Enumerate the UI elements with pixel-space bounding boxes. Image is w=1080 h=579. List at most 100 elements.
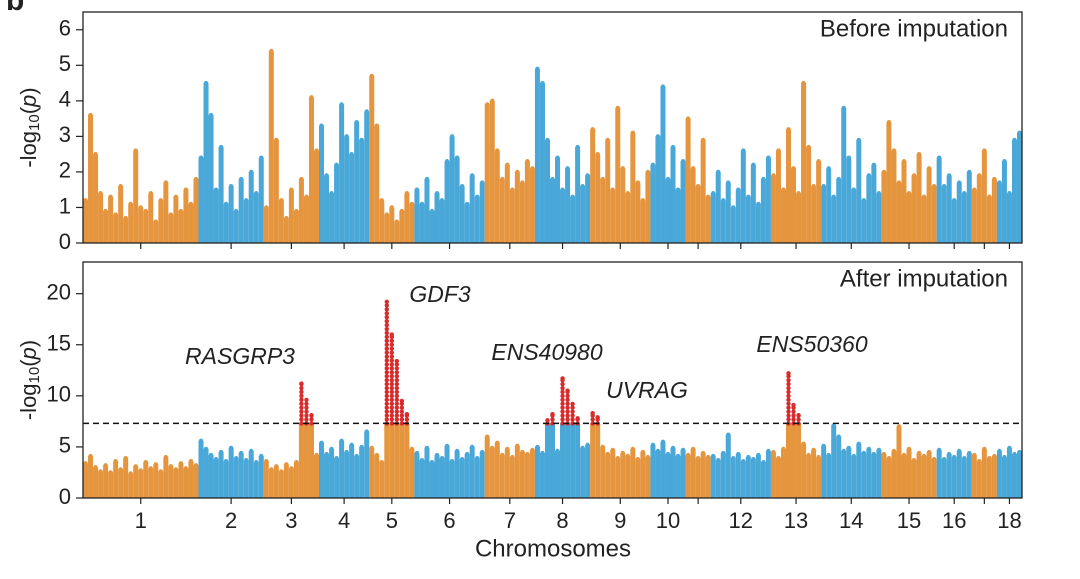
point-dot xyxy=(123,215,128,221)
point xyxy=(846,445,852,498)
point xyxy=(359,137,365,243)
point xyxy=(213,187,219,243)
point xyxy=(374,123,380,243)
point-dot xyxy=(635,180,641,185)
point xyxy=(424,445,430,498)
point xyxy=(660,439,666,498)
point-dot xyxy=(876,191,882,196)
point xyxy=(544,137,550,243)
point-dot xyxy=(324,451,329,457)
point-stem xyxy=(263,461,269,498)
point xyxy=(479,180,485,243)
point xyxy=(153,462,159,498)
y-axis-label: -log10(p) xyxy=(16,340,43,420)
point-stem xyxy=(268,469,274,498)
point-dot xyxy=(670,144,676,150)
point xyxy=(1006,191,1012,243)
y-axis-label-part: p xyxy=(16,95,41,108)
point-stem xyxy=(620,168,626,243)
point xyxy=(710,191,716,243)
point-stem xyxy=(996,451,1002,498)
point-stem xyxy=(549,423,556,498)
point-dot xyxy=(389,334,395,340)
point-dot xyxy=(188,459,194,464)
point-stem xyxy=(103,211,109,243)
point-dot xyxy=(384,366,389,371)
point-dot xyxy=(384,374,389,379)
point-stem xyxy=(770,452,776,498)
point-dot xyxy=(761,460,766,465)
point-stem xyxy=(414,453,420,498)
point xyxy=(690,446,696,498)
point-dot xyxy=(957,180,962,185)
point-dot xyxy=(394,385,400,391)
point-dot xyxy=(384,342,389,347)
point-dot xyxy=(550,421,555,426)
point xyxy=(298,176,304,243)
point-dot xyxy=(555,448,560,454)
point xyxy=(308,413,314,498)
point-dot xyxy=(304,409,309,414)
point xyxy=(735,187,741,243)
point xyxy=(434,452,440,498)
point-dot xyxy=(972,452,977,458)
point-stem xyxy=(399,211,405,243)
point-stem xyxy=(454,157,460,243)
point xyxy=(690,166,696,243)
point-dot xyxy=(565,389,570,395)
point-stem xyxy=(595,154,601,243)
point-stem xyxy=(509,189,515,243)
point-dot xyxy=(394,397,400,403)
point xyxy=(620,166,626,243)
point-dot xyxy=(384,315,389,320)
point-dot xyxy=(786,377,791,383)
point xyxy=(565,388,571,498)
point xyxy=(198,155,204,243)
point-stem xyxy=(580,186,586,243)
point-stem xyxy=(213,189,219,243)
point-stem xyxy=(374,125,380,243)
point xyxy=(765,448,771,498)
point xyxy=(936,447,942,498)
point-dot xyxy=(384,401,389,406)
point xyxy=(489,445,495,498)
point xyxy=(509,454,515,498)
point-dot xyxy=(389,389,395,395)
point-dot xyxy=(419,457,425,463)
y-axis-label-part: 10 xyxy=(26,367,43,384)
point-stem xyxy=(143,462,149,498)
point xyxy=(640,449,646,498)
point-dot xyxy=(384,303,389,308)
point xyxy=(404,412,410,498)
point-dot xyxy=(645,454,651,460)
point-dot xyxy=(469,444,475,450)
point-stem xyxy=(896,426,902,498)
point-stem xyxy=(499,179,505,243)
point-dot xyxy=(565,393,570,399)
point-stem xyxy=(740,150,746,243)
point-dot xyxy=(389,417,395,422)
point-stem xyxy=(308,423,314,498)
y-axis-label-part: p xyxy=(16,347,41,360)
point-dot xyxy=(429,208,435,214)
point xyxy=(499,176,505,243)
point xyxy=(113,212,119,243)
point-dot xyxy=(123,455,128,461)
point-stem xyxy=(449,136,455,243)
point xyxy=(113,459,119,498)
panel-title: After imputation xyxy=(840,265,1008,292)
point-dot xyxy=(811,447,816,453)
point-dot xyxy=(339,102,344,107)
point-stem xyxy=(1016,452,1022,498)
point-stem xyxy=(253,462,259,498)
point xyxy=(349,151,355,243)
point xyxy=(876,191,882,243)
point-stem xyxy=(765,451,771,498)
point xyxy=(740,148,746,243)
point xyxy=(549,412,556,498)
point xyxy=(981,446,987,498)
x-tick-label: 18 xyxy=(997,508,1021,533)
point-dot xyxy=(585,442,590,448)
point xyxy=(178,208,184,243)
point-dot xyxy=(449,459,455,464)
